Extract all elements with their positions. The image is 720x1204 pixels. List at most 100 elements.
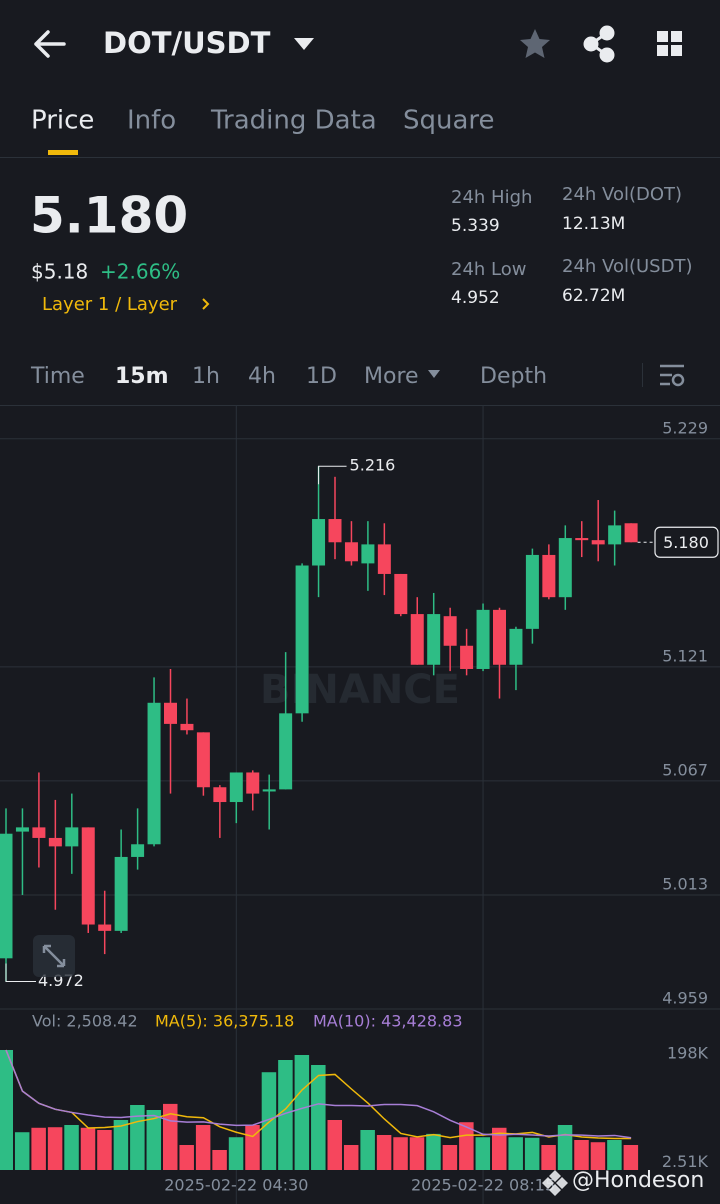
interval[interactable]: Time [30,364,85,389]
volume-bar [80,1127,96,1170]
volume-bar [212,1150,227,1170]
candle-body [394,573,408,615]
stat-label: 24h Vol(USDT) [562,256,692,277]
volume-bar [623,1145,639,1170]
tag-chevron[interactable] [202,298,210,310]
tab[interactable]: Square [403,106,495,136]
y-tick-label: 5.121 [662,646,708,665]
candle-body [591,540,605,545]
candle-body [460,645,474,669]
interval[interactable]: 4h [248,364,276,389]
interval[interactable]: 1h [192,364,220,389]
interval[interactable]: 1D [306,364,337,389]
volume-bar [557,1125,573,1170]
ma10-line [5,1049,632,1139]
chart-settings-icon[interactable] [660,364,685,387]
active-tab-indicator [48,150,78,155]
tab[interactable]: Price [31,106,94,136]
stat-value: 4.952 [451,288,500,308]
back-button[interactable] [34,30,66,58]
volume-bar [14,1132,30,1170]
volume-bar [97,1130,112,1170]
volume-bar [508,1137,523,1170]
volume-bar [475,1137,491,1170]
candle-body [525,554,539,629]
ma10-legend: MA(10): 43,428.83 [313,1012,463,1031]
watermark: BINANCE [260,667,460,713]
stat-value: 62.72M [562,286,625,306]
volume-bar [574,1140,589,1170]
tab[interactable]: Trading Data [210,106,377,136]
candle-body [427,614,441,665]
volume-bar [343,1145,359,1170]
y-tick-label: 5.067 [662,760,708,779]
candle-body [229,772,243,803]
volume-bar [311,1065,326,1170]
volume-bar [228,1137,244,1170]
candle-body [164,702,177,724]
candle-body [558,538,572,598]
y-tick-label: 5.229 [662,418,708,437]
favorite-icon[interactable] [520,29,550,58]
interval[interactable]: 15m [115,364,169,389]
candle-body [262,789,276,792]
candle-body [608,525,622,545]
divider [0,405,720,406]
candle-body [196,732,210,788]
volume-bar [64,1125,79,1170]
volume-bar [179,1145,194,1170]
volume-bar [278,1060,293,1170]
volume-bar [459,1122,474,1170]
stat-label: 24h High [451,187,532,208]
low-annotation-line [5,963,36,983]
volume-tick-label: 198K [667,1044,709,1063]
volume-bar [607,1140,622,1170]
candle-body [344,542,358,562]
interval[interactable]: Depth [480,364,547,389]
candle-body [114,856,128,931]
volume-bar [195,1125,211,1170]
volume-bar [426,1133,441,1170]
pair-title[interactable]: DOT/USDT [103,26,271,60]
candle-body [476,609,490,669]
candle-body [0,833,13,959]
candle-body [48,837,62,847]
category-tag[interactable]: Layer 1 / Layer [42,294,178,315]
candle-body [32,827,46,838]
candle-body [180,723,194,731]
share-icon[interactable] [583,25,615,63]
more-caret[interactable] [428,370,440,378]
price-change: +2.66% [100,260,180,284]
candle-body [328,519,342,543]
candle-body [377,544,391,574]
volume-bar [47,1127,63,1170]
credit-icon [542,1170,568,1196]
stat-value: 12.13M [562,214,625,234]
volume-bar [393,1137,408,1170]
expand-button[interactable] [33,935,75,977]
pair-caret[interactable] [294,38,314,50]
candle-body [575,538,589,541]
volume-bar [524,1137,540,1170]
volume-bar [442,1145,458,1170]
candle-body [131,844,145,857]
volume-bar [130,1105,145,1170]
candle-body [624,523,638,543]
interval[interactable]: More [364,364,419,389]
candle-body [295,565,309,714]
y-tick-label: 5.013 [662,874,708,893]
volume-bar [294,1055,310,1170]
tab[interactable]: Info [127,106,176,136]
layout-icon[interactable] [657,31,682,56]
volume-tick-label: 2.51K [662,1152,709,1171]
candle-body [410,614,424,665]
divider [642,363,643,387]
last-price: 5.180 [30,187,188,245]
candle-body [361,544,375,564]
stat-label: 24h Vol(DOT) [562,184,682,205]
candle-body [65,827,79,847]
volume-bar [409,1137,425,1170]
candle-body [213,787,227,803]
